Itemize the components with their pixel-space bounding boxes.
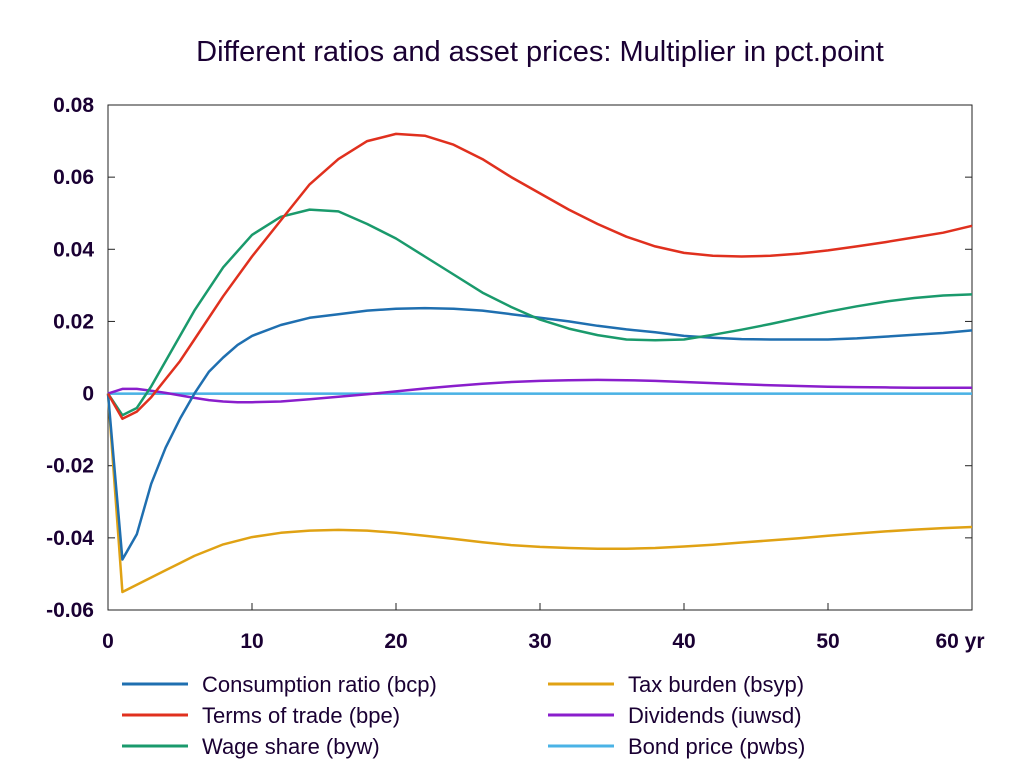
x-tick-label: 40 <box>672 630 695 653</box>
chart-title: Different ratios and asset prices: Multi… <box>196 36 884 68</box>
y-tick-label: 0 <box>82 383 94 406</box>
legend-label: Dividends (iuwsd) <box>628 703 802 728</box>
y-axis: -0.06 -0.04 -0.02 0 0.02 0.04 0.06 0.08 <box>46 94 972 622</box>
legend-label: Terms of trade (bpe) <box>202 703 400 728</box>
x-tick-label: 10 <box>240 630 263 653</box>
series-line-3 <box>106 393 973 594</box>
legend-label: Tax burden (bsyp) <box>628 672 804 697</box>
y-tick-label: -0.06 <box>46 599 94 622</box>
x-axis: 0 10 20 30 40 50 60 yr <box>102 603 985 653</box>
legend-label: Wage share (byw) <box>202 734 380 759</box>
x-tick-label: 60 yr <box>935 630 984 653</box>
series-line-1 <box>106 132 973 421</box>
legend-label: Bond price (pwbs) <box>628 734 805 759</box>
series-line-4 <box>107 378 972 404</box>
y-tick-label: 0.04 <box>53 238 94 261</box>
y-tick-label: 0.06 <box>53 166 94 189</box>
y-tick-label: 0.02 <box>53 310 94 333</box>
x-tick-label: 50 <box>816 630 839 653</box>
y-tick-label: 0.08 <box>53 94 94 117</box>
legend: Consumption ratio (bcp) Terms of trade (b… <box>122 672 805 759</box>
x-tick-label: 20 <box>384 630 407 653</box>
series-line-0 <box>106 306 973 561</box>
x-tick-label: 30 <box>528 630 551 653</box>
x-tick-label: 0 <box>102 630 114 653</box>
series-lines <box>106 132 973 594</box>
y-tick-label: -0.04 <box>46 527 94 550</box>
legend-label: Consumption ratio (bcp) <box>202 672 437 697</box>
series-line-2 <box>106 208 973 417</box>
y-tick-label: -0.02 <box>46 455 94 478</box>
